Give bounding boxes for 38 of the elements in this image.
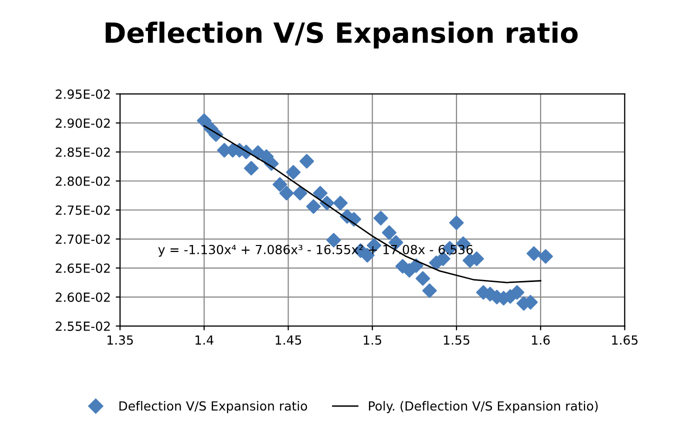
y-tick-label: 2.90E-02 bbox=[56, 118, 110, 128]
y-tick-label: 2.70E-02 bbox=[56, 234, 110, 244]
x-tick-label: 1.45 bbox=[276, 335, 302, 345]
x-tick-label: 1.4 bbox=[196, 335, 214, 345]
point bbox=[244, 160, 259, 176]
point bbox=[422, 283, 437, 298]
point bbox=[312, 186, 328, 200]
point bbox=[333, 196, 348, 210]
y-tick-label: 2.80E-02 bbox=[56, 176, 110, 186]
point bbox=[510, 285, 524, 300]
x-tick-label: 1.65 bbox=[612, 335, 638, 345]
point bbox=[306, 199, 321, 214]
x-tick-label: 1.35 bbox=[107, 335, 133, 345]
x-tick-label: 1.5 bbox=[364, 335, 382, 345]
point bbox=[538, 249, 553, 264]
point bbox=[299, 154, 314, 169]
point bbox=[286, 165, 301, 180]
point bbox=[272, 177, 288, 192]
point bbox=[408, 258, 424, 273]
y-tick-label: 2.55E-02 bbox=[56, 322, 110, 331]
point bbox=[526, 246, 542, 261]
y-tick-label: 2.95E-02 bbox=[56, 89, 110, 99]
legend-label: Poly. (Deflection V/S Expansion ratio) bbox=[368, 400, 598, 414]
point bbox=[382, 225, 396, 240]
chart-title: Deflection V/S Expansion ratio bbox=[106, 22, 578, 49]
x-tick-label: 1.55 bbox=[444, 335, 470, 345]
point bbox=[279, 186, 294, 200]
y-tick-label: 2.60E-02 bbox=[56, 292, 110, 302]
point bbox=[374, 210, 388, 226]
point bbox=[449, 215, 464, 230]
x-tick-label: 1.6 bbox=[532, 335, 550, 345]
point bbox=[292, 186, 308, 200]
y-tick-label: 2.75E-02 bbox=[56, 205, 110, 215]
point bbox=[416, 271, 430, 286]
y-tick-label: 2.85E-02 bbox=[56, 147, 110, 157]
y-tick-label: 2.65E-02 bbox=[56, 264, 110, 273]
legend-label: Deflection V/S Expansion ratio bbox=[119, 400, 308, 414]
point bbox=[196, 113, 212, 128]
